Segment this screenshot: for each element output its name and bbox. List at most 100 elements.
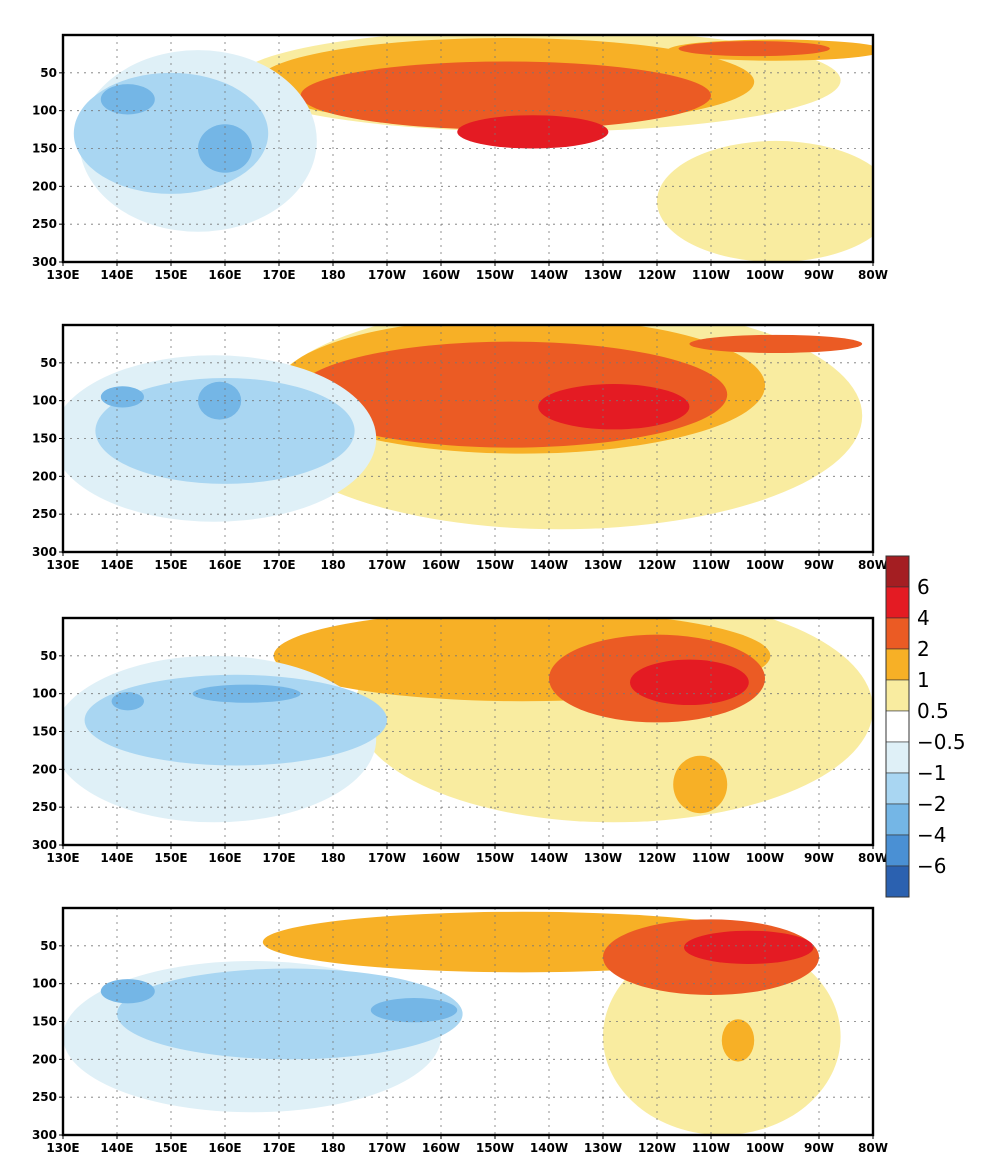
- y-tick-label: 250: [32, 507, 57, 521]
- contour-l2-5: [678, 41, 830, 57]
- grid: [63, 618, 873, 845]
- y-tick-label: 150: [32, 725, 57, 739]
- y-tick-label: 100: [32, 687, 57, 701]
- x-tick-label: 100W: [746, 268, 784, 282]
- x-tick-label: 130E: [46, 558, 79, 572]
- x-tick-label: 140W: [530, 268, 568, 282]
- x-tick-label: 100W: [746, 851, 784, 865]
- x-tick-label: 170W: [368, 851, 406, 865]
- y-tick-label: 100: [32, 977, 57, 991]
- x-tick-label: 140E: [100, 558, 133, 572]
- x-tick-label: 110W: [692, 558, 730, 572]
- contour-l2-4: [300, 61, 711, 130]
- x-tick-label: 140W: [530, 851, 568, 865]
- contour-n2-7: [111, 692, 144, 711]
- x-tick-label: 130W: [584, 1141, 622, 1155]
- x-tick-label: 110W: [692, 1141, 730, 1155]
- heatmap-field: [63, 908, 873, 1135]
- x-tick-label: 140W: [530, 1141, 568, 1155]
- y-tick-label: 300: [32, 545, 57, 559]
- colorbar-label: 2: [917, 637, 930, 661]
- x-tick-label: 130W: [584, 268, 622, 282]
- contour-l05-1: [657, 140, 873, 262]
- panel-2: 130E 140E 150E 160E 170E 180 170W 160W 150W 140W 1…: [32, 323, 888, 572]
- x-tick-label: 170W: [368, 1141, 406, 1155]
- colorbar-swatch-neutral: [885, 710, 910, 743]
- colorbar-swatch-l1: [885, 648, 910, 681]
- y-tick-label: 250: [32, 217, 57, 231]
- heatmap-field: [63, 35, 873, 262]
- y-tick-label: 50: [40, 649, 57, 663]
- colorbar-label: −4: [917, 823, 946, 847]
- grid: [63, 35, 873, 262]
- panel-3: 130E 140E 150E 160E 170E 180 170W 160W 150W 140W 1…: [32, 616, 888, 865]
- x-tick-label: 150E: [154, 268, 187, 282]
- x-tick-label: 160W: [422, 1141, 460, 1155]
- colorbar-label: 6: [917, 575, 930, 599]
- colorbar-swatch-n6: [885, 865, 910, 898]
- x-tick-label: 180: [320, 268, 345, 282]
- y-tick-label: 300: [32, 255, 57, 269]
- x-tick-label: 160E: [208, 268, 241, 282]
- colorbar-label: 0.5: [917, 699, 949, 723]
- x-tick-label: 140E: [100, 1141, 133, 1155]
- contour-n2-9: [100, 84, 155, 115]
- y-tick-label: 50: [40, 66, 57, 80]
- x-tick-label: 140E: [100, 268, 133, 282]
- panel-1: 130E 140E 150E 160E 170E 180 170W 160W 150W 140W 1…: [32, 33, 888, 282]
- colorbar-swatch-n1: [885, 772, 910, 805]
- y-tick-label: 200: [32, 1052, 57, 1066]
- x-tick-label: 160E: [208, 558, 241, 572]
- x-tick-label: 160W: [422, 851, 460, 865]
- y-tick-label: 200: [32, 179, 57, 193]
- contour-n2-7: [100, 386, 144, 408]
- x-axis: 130E 140E 150E 160E 170E 180 170W 160W 150W 140W 1…: [46, 262, 888, 282]
- contour-l1-2: [673, 755, 728, 814]
- x-tick-label: 170E: [262, 851, 295, 865]
- colorbar-swatch-l4: [885, 586, 910, 619]
- colorbar-swatch-l2: [885, 617, 910, 650]
- y-tick-label: 300: [32, 1128, 57, 1142]
- x-tick-label: 150E: [154, 851, 187, 865]
- y-axis: 50 100 150 200 250 300: [32, 649, 63, 852]
- x-tick-label: 90W: [804, 558, 834, 572]
- colorbar: 6 4 2 1 0.5 −0.5 −1 −2 −4 −6: [885, 555, 966, 898]
- contour-n2-7: [100, 979, 155, 1004]
- x-tick-label: 80W: [858, 851, 888, 865]
- colorbar-label: 1: [917, 668, 930, 692]
- panel-4: 130E 140E 150E 160E 170E 180 170W 160W 150W 140W 1…: [32, 906, 888, 1155]
- x-axis: 130E 140E 150E 160E 170E 180 170W 160W 150W 140W 1…: [46, 845, 888, 865]
- x-tick-label: 160W: [422, 558, 460, 572]
- x-tick-label: 130W: [584, 558, 622, 572]
- contour-n2-8: [370, 998, 458, 1023]
- y-tick-label: 250: [32, 800, 57, 814]
- contour-n1-6: [84, 674, 387, 766]
- x-tick-label: 90W: [804, 1141, 834, 1155]
- y-tick-label: 150: [32, 432, 57, 446]
- colorbar-label: −0.5: [917, 730, 966, 754]
- y-tick-label: 300: [32, 838, 57, 852]
- y-axis: 50 100 150 200 250 300: [32, 66, 63, 269]
- y-tick-label: 150: [32, 142, 57, 156]
- x-tick-label: 120W: [638, 558, 676, 572]
- colorbar-swatch-n2: [885, 803, 910, 836]
- y-axis: 50 100 150 200 250 300: [32, 939, 63, 1142]
- x-tick-label: 80W: [858, 1141, 888, 1155]
- colorbar-swatch-n05: [885, 741, 910, 774]
- x-tick-label: 170E: [262, 268, 295, 282]
- x-tick-label: 130E: [46, 851, 79, 865]
- colorbar-label: 4: [917, 606, 930, 630]
- x-tick-label: 160E: [208, 1141, 241, 1155]
- x-tick-label: 100W: [746, 1141, 784, 1155]
- y-tick-label: 100: [32, 394, 57, 408]
- y-tick-label: 50: [40, 356, 57, 370]
- x-tick-label: 150E: [154, 1141, 187, 1155]
- contour-l4-4: [538, 384, 690, 430]
- x-tick-label: 180: [320, 851, 345, 865]
- x-tick-label: 180: [320, 558, 345, 572]
- x-tick-label: 130W: [584, 851, 622, 865]
- x-tick-label: 170E: [262, 1141, 295, 1155]
- x-tick-label: 110W: [692, 268, 730, 282]
- x-tick-label: 120W: [638, 268, 676, 282]
- y-tick-label: 250: [32, 1090, 57, 1104]
